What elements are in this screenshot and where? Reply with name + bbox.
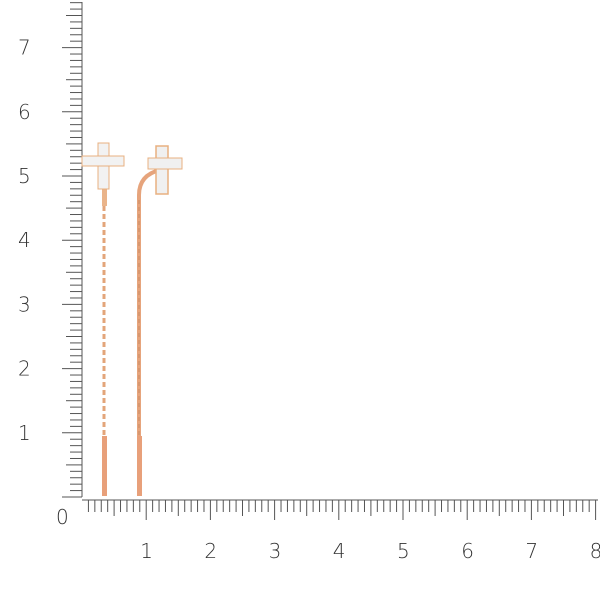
horizontal-ruler-label: 7 [525, 539, 538, 563]
horizontal-ruler-label: 1 [140, 539, 153, 563]
horizontal-ruler-label: 3 [269, 539, 282, 563]
earring-left [81, 142, 125, 496]
horizontal-ruler-label: 8 [590, 539, 600, 563]
horizontal-ruler-label: 4 [333, 539, 346, 563]
vertical-ruler-label: 6 [18, 100, 31, 124]
vertical-ruler-label: 1 [18, 421, 31, 445]
horizontal-ruler-label: 5 [397, 539, 410, 563]
earring-right [137, 145, 183, 496]
horizontal-ruler-label: 6 [461, 539, 474, 563]
ruler-origin-label: 0 [56, 505, 69, 529]
vertical-ruler-label: 3 [18, 292, 31, 316]
vertical-ruler-label: 7 [18, 36, 31, 60]
vertical-ruler-label: 5 [18, 164, 31, 188]
vertical-ruler-label: 2 [18, 357, 31, 381]
horizontal-ruler-label: 2 [204, 539, 217, 563]
vertical-ruler-label: 4 [18, 228, 31, 252]
